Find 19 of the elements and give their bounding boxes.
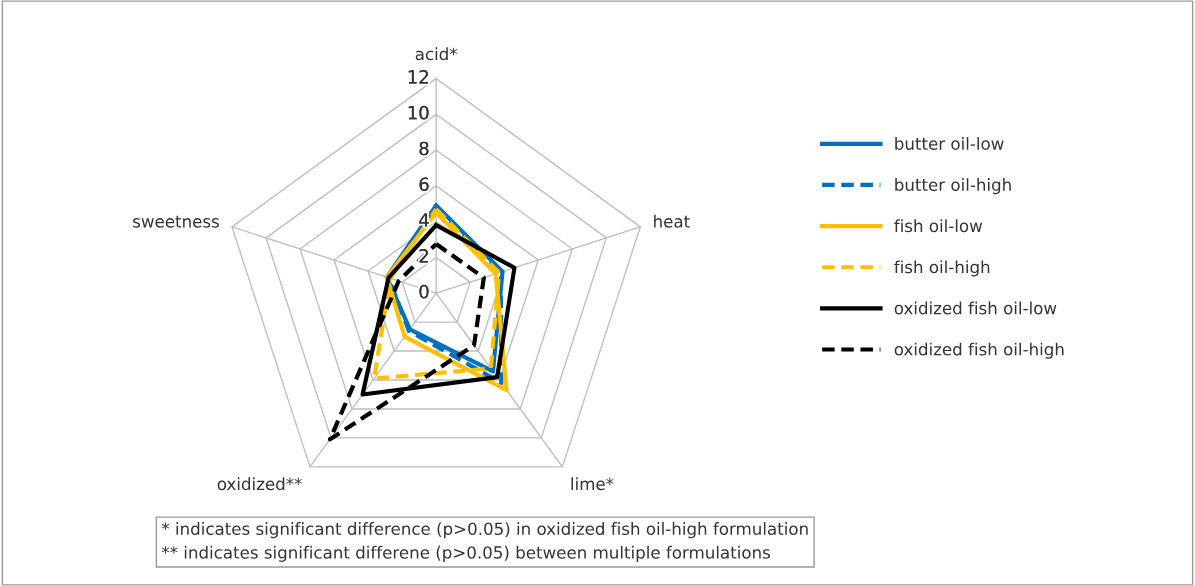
spoke-label: sweetness [133,215,219,228]
text: ** indicates significant differene (p>0.05) between multiple formulations [161,545,770,562]
legend-label: fish oil-low [894,219,983,233]
spoke-label: acid* [415,47,458,61]
legend-label: butter oil-high [895,178,1011,195]
y-tick-label: 12 [408,70,428,84]
spoke-label: heat [654,214,690,228]
y-tick-label: 4 [419,213,429,227]
legend-label: butter oil-low [895,136,1004,150]
y-tick-label: 6 [419,177,429,192]
y-tick-label: 8 [419,141,429,156]
legend-label: fish oil-high [894,260,990,277]
spoke-label: lime* [571,477,614,491]
text: * indicates significant difference (p>0.05) in oxidized fish oil-high formulation [161,522,808,539]
y-tick-label: 10 [408,105,429,120]
legend-label: oxidized fish oil-high [894,342,1064,359]
y-tick-label: 0 [419,284,429,299]
spoke-label: oxidized** [217,477,302,491]
legend-label: oxidized fish oil-low [894,301,1057,315]
